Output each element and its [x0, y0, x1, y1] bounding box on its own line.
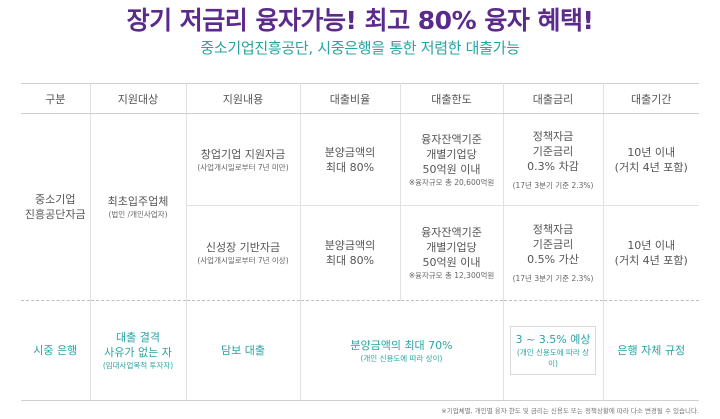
- content-cell-bank: 담보 대출: [185, 300, 301, 401]
- table-row: 중소기업 진흥공단자금 최초입주업체 (법인 /개인사업자) 창업기업 지원자금…: [21, 113, 699, 301]
- rate-cell: 정책자금 기준금리 0.5% 가산 (17년 3분기 기준 2.3%): [502, 205, 604, 301]
- limit-line: 50억원 이내: [422, 256, 481, 269]
- limit-line: 개별기업당: [426, 241, 477, 254]
- content-label: 담보 대출: [221, 344, 265, 357]
- target-label: 최초입주업체: [107, 195, 169, 208]
- target-cell-bank: 대출 결격 사유가 없는 자 (임대사업목적 투자자): [89, 300, 187, 401]
- content-cell: 신성장 기반자금 (사업개시일로부터 7년 이상): [185, 205, 301, 301]
- content-note: (사업개시일로부터 7년 미만): [197, 162, 289, 172]
- target-note: (법인 /개인사업자): [108, 210, 168, 219]
- content-label: 신성장 기반자금: [205, 241, 281, 254]
- target-note: (임대사업목적 투자자): [102, 361, 174, 370]
- rate-line: 기준금리: [532, 144, 574, 158]
- content-label: 창업기업 지원자금: [200, 147, 286, 161]
- rate-cell: 정책자금 기준금리 0.3% 차감 (17년 3분기 기준 2.3%): [502, 113, 604, 206]
- rate-note: (개인 신용도에 따라 상이): [516, 348, 590, 368]
- table-row-bank: 시중 은행 대출 결격 사유가 없는 자 (임대사업목적 투자자) 담보 대출 …: [21, 300, 699, 401]
- rate-line: 정책자금: [532, 223, 574, 236]
- ratio-line: 최대 80%: [325, 160, 375, 174]
- table-header-row: 구분 지원대상 지원내용 대출비율 대출한도 대출금리 대출기간: [21, 83, 699, 114]
- footnote: ※기업체별, 개인별 융자 한도 및 금리는 신용도 또는 정책상황에 따라 다…: [441, 407, 699, 415]
- table-row: 신성장 기반자금 (사업개시일로부터 7년 이상) 분양금액의 최대 80% 융…: [21, 205, 699, 301]
- header-category: 구분: [21, 83, 91, 114]
- content-note: (사업개시일로부터 7년 이상): [197, 256, 289, 265]
- target-cell-sbc: 최초입주업체 (법인 /개인사업자): [89, 113, 187, 301]
- period-line: (거치 4년 포함): [614, 160, 688, 174]
- rate-line: 0.5% 가산: [527, 253, 579, 266]
- ratio-line: 분양금액의: [324, 145, 376, 159]
- ratio-cell: 분양금액의 최대 80%: [299, 205, 401, 301]
- limit-line: 융자잔액기준: [421, 226, 482, 239]
- period-cell-bank: 은행 자체 규정: [602, 300, 699, 401]
- header-limit: 대출한도: [399, 83, 504, 114]
- limit-line: 개별기업당: [426, 147, 477, 161]
- period-line: 은행 자체 규정: [617, 344, 686, 357]
- loan-table: 구분 지원대상 지원내용 대출비율 대출한도 대출금리 대출기간 중소기업 진흥…: [21, 83, 699, 401]
- period-line: 10년 이내: [627, 145, 676, 159]
- category-label: 시중 은행: [33, 344, 78, 357]
- ratio-note: (개인 신용도에 따라 상이): [360, 353, 443, 363]
- subheadline: 중소기업진흥공단, 시중은행을 통한 저렴한 대출가능: [200, 39, 520, 57]
- ratio-cell: 분양금액의 최대 80%: [299, 113, 401, 206]
- limit-line: 융자잔액기준: [421, 132, 482, 146]
- ratio-line: 최대 80%: [325, 254, 375, 267]
- ratio-line: 분양금액의: [324, 239, 376, 252]
- headline: 장기 저금리 융자가능! 최고 80% 융자 혜택!: [126, 6, 594, 35]
- period-line: (거치 4년 포함): [614, 254, 688, 267]
- rate-note: (17년 3분기 기준 2.3%): [512, 180, 594, 190]
- ratio-line: 분양금액의 최대 70%: [350, 338, 453, 352]
- header-ratio: 대출비율: [299, 83, 401, 114]
- category-label: 중소기업: [35, 193, 76, 206]
- rate-note: (17년 3분기 기준 2.3%): [512, 274, 594, 283]
- target-line: 사유가 없는 자: [104, 346, 172, 359]
- rate-line: 정책자금: [532, 129, 574, 143]
- category-label: 진흥공단자금: [24, 208, 86, 221]
- target-line: 대출 결격: [116, 331, 160, 344]
- limit-line: 50억원 이내: [422, 162, 481, 176]
- header-target: 지원대상: [89, 83, 187, 114]
- header-rate: 대출금리: [502, 83, 604, 114]
- limit-note: ※융자규모 총 12,300억원: [408, 271, 495, 280]
- rate-line: 3 ~ 3.5% 예상: [515, 333, 591, 346]
- rate-line: 기준금리: [532, 238, 574, 251]
- rate-line: 0.3% 차감: [527, 159, 579, 173]
- limit-cell: 융자잔액기준 개별기업당 50억원 이내 ※융자규모 총 12,300억원: [399, 205, 504, 301]
- period-cell: 10년 이내 (거치 4년 포함): [602, 205, 699, 301]
- ratio-limit-cell-bank: 분양금액의 최대 70% (개인 신용도에 따라 상이): [299, 300, 504, 401]
- header-period: 대출기간: [602, 83, 699, 114]
- period-cell: 10년 이내 (거치 4년 포함): [602, 113, 699, 206]
- category-cell-sbc: 중소기업 진흥공단자금: [21, 113, 91, 301]
- period-line: 10년 이내: [627, 239, 676, 252]
- limit-note: ※융자규모 총 20,600억원: [408, 177, 495, 187]
- content-cell: 창업기업 지원자금 (사업개시일로부터 7년 미만): [185, 113, 301, 206]
- rate-box: 3 ~ 3.5% 예상 (개인 신용도에 따라 상이): [510, 326, 596, 375]
- header-content: 지원내용: [185, 83, 301, 114]
- category-cell-bank: 시중 은행: [21, 300, 91, 401]
- limit-cell: 융자잔액기준 개별기업당 50억원 이내 ※융자규모 총 20,600억원: [399, 113, 504, 206]
- rate-cell-bank: 3 ~ 3.5% 예상 (개인 신용도에 따라 상이): [502, 300, 604, 401]
